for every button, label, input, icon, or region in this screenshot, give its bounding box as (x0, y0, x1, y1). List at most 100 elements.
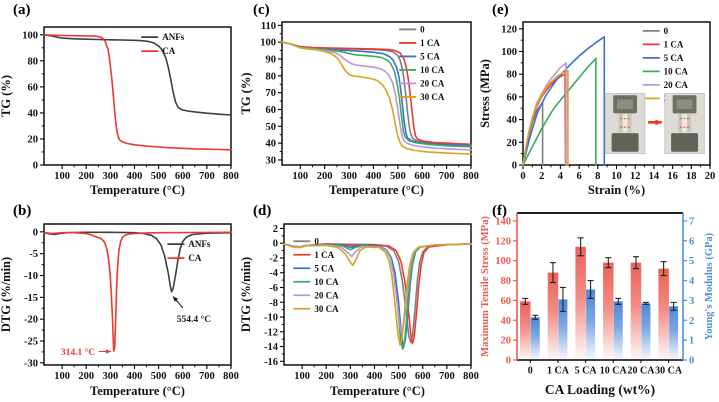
svg-text:18: 18 (686, 171, 697, 182)
svg-text:1 CA: 1 CA (314, 250, 334, 260)
panel-f-label: (f) (492, 203, 507, 219)
svg-text:500: 500 (151, 171, 167, 182)
panel-c: (c) 100 200 300 400 500 600 700 800 30 40 50 60 70 80… (240, 0, 479, 201)
svg-text:0: 0 (528, 366, 533, 377)
panel-e-chart: 0 2 4 6 8 10 12 14 16 18 20 0 20 40 60 80 100 120 Strain (… (479, 21, 715, 197)
svg-text:40: 40 (507, 115, 518, 126)
svg-text:-15: -15 (24, 293, 38, 304)
svg-text:8: 8 (595, 171, 600, 182)
svg-text:10: 10 (611, 171, 622, 182)
svg-text:400: 400 (366, 171, 382, 182)
svg-text:TG (%): TG (%) (0, 75, 13, 117)
svg-text:600: 600 (175, 171, 191, 182)
svg-text:TG (%): TG (%) (240, 72, 253, 114)
svg-text:100: 100 (22, 30, 38, 41)
svg-text:Temperature (°C): Temperature (°C) (90, 183, 185, 197)
svg-text:20 CA: 20 CA (664, 80, 689, 90)
svg-text:100: 100 (292, 171, 308, 182)
svg-text:554.4 °C: 554.4 °C (177, 314, 212, 325)
svg-text:100: 100 (501, 47, 517, 58)
svg-text:314.1 °C: 314.1 °C (61, 347, 96, 358)
svg-text:80: 80 (501, 276, 512, 287)
svg-text:800: 800 (223, 371, 239, 382)
svg-text:90: 90 (266, 55, 277, 66)
svg-text:-8: -8 (269, 298, 278, 309)
svg-text:2: 2 (273, 224, 278, 235)
svg-text:-10: -10 (264, 313, 278, 324)
svg-text:0: 0 (689, 356, 694, 367)
svg-text:-14: -14 (264, 342, 279, 353)
svg-text:20: 20 (28, 134, 39, 145)
svg-text:120: 120 (501, 24, 517, 35)
svg-text:700: 700 (199, 171, 215, 182)
svg-text:20: 20 (507, 138, 518, 149)
svg-text:80: 80 (266, 71, 277, 82)
svg-text:60: 60 (28, 82, 39, 93)
svg-text:200: 200 (317, 171, 333, 182)
svg-text:Temperature (°C): Temperature (°C) (90, 384, 185, 398)
svg-text:4: 4 (689, 276, 695, 287)
panel-c-chart: 100 200 300 400 500 600 700 800 30 40 50 60 70 80 90 10… (240, 21, 479, 197)
svg-text:1: 1 (689, 336, 694, 347)
svg-text:110: 110 (261, 21, 276, 32)
svg-text:0: 0 (314, 236, 319, 246)
panel-d-label: (d) (253, 203, 272, 219)
svg-text:-20: -20 (24, 315, 38, 326)
svg-text:12: 12 (630, 171, 641, 182)
svg-text:5 CA: 5 CA (664, 53, 684, 63)
svg-text:200: 200 (318, 371, 334, 382)
svg-text:0: 0 (520, 171, 525, 182)
panel-e: (e) 0 2 4 6 8 10 12 14 16 18 20 0 20 40 60 80 100 120 Stra… (479, 0, 719, 201)
svg-text:-30: -30 (24, 358, 38, 369)
svg-text:1 CA: 1 CA (664, 39, 684, 49)
panel-d: (d) 100 200 300 400 500 600 700 800 2 0 -2 -4 -6 -8 -1… (240, 201, 479, 402)
svg-text:80: 80 (28, 56, 39, 67)
svg-text:3: 3 (689, 296, 694, 307)
svg-text:800: 800 (463, 371, 479, 382)
svg-text:30: 30 (266, 155, 277, 166)
svg-text:2: 2 (689, 316, 694, 327)
svg-text:400: 400 (127, 171, 143, 182)
svg-text:500: 500 (151, 371, 167, 382)
svg-text:600: 600 (415, 371, 431, 382)
svg-text:20: 20 (501, 336, 512, 347)
panel-b-chart: 100 200 300 400 500 600 700 800 0 -5 -10 -15 -20 -25 -… (0, 223, 239, 398)
svg-text:40: 40 (501, 316, 512, 327)
svg-text:60: 60 (266, 105, 277, 116)
svg-text:-2: -2 (269, 253, 278, 264)
svg-text:300: 300 (341, 171, 357, 182)
panel-d-chart: 100 200 300 400 500 600 700 800 2 0 -2 -4 -6 -8 -10 -12… (240, 223, 479, 398)
svg-text:100: 100 (54, 171, 70, 182)
svg-text:600: 600 (175, 371, 191, 382)
svg-text:5 CA: 5 CA (314, 263, 334, 273)
svg-text:100: 100 (495, 256, 511, 267)
panel-c-label: (c) (253, 2, 270, 18)
svg-text:-10: -10 (24, 271, 38, 282)
svg-text:30 CA: 30 CA (314, 304, 339, 314)
svg-text:0: 0 (273, 239, 278, 250)
svg-text:Maximum Tensile Stress (MPa): Maximum Tensile Stress (MPa) (480, 216, 491, 357)
svg-text:-12: -12 (264, 327, 278, 338)
svg-text:Temperature (°C): Temperature (°C) (330, 384, 425, 398)
svg-text:5 CA: 5 CA (575, 366, 598, 377)
svg-text:-4: -4 (269, 268, 278, 279)
svg-text:800: 800 (223, 171, 239, 182)
svg-text:10 CA: 10 CA (314, 277, 339, 287)
svg-text:-6: -6 (269, 283, 278, 294)
svg-text:CA: CA (188, 253, 201, 263)
svg-text:200: 200 (78, 371, 94, 382)
svg-text:-5: -5 (29, 249, 38, 260)
svg-text:10 CA: 10 CA (600, 366, 628, 377)
svg-text:Stress (MPa): Stress (MPa) (479, 59, 492, 128)
svg-text:300: 300 (102, 371, 118, 382)
svg-text:140: 140 (495, 216, 511, 227)
svg-text:60: 60 (507, 92, 518, 103)
svg-text:40: 40 (28, 108, 39, 119)
svg-text:50: 50 (266, 122, 277, 133)
svg-text:500: 500 (391, 371, 407, 382)
svg-text:Strain (%): Strain (%) (588, 183, 645, 197)
svg-text:7: 7 (689, 216, 694, 227)
svg-text:20 CA: 20 CA (314, 290, 339, 300)
svg-text:1 CA: 1 CA (547, 366, 570, 377)
